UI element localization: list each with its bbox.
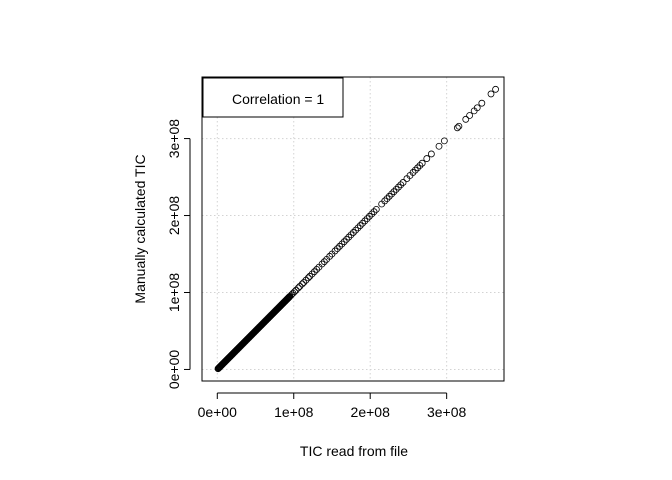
- data-point: [361, 217, 369, 225]
- legend-text: Correlation = 1: [232, 91, 324, 107]
- data-point: [313, 266, 321, 273]
- data-point: [370, 208, 378, 216]
- data-point: [435, 142, 443, 150]
- x-tick-label: 0e+00: [198, 404, 238, 420]
- data-point: [363, 215, 371, 223]
- x-tick-label: 1e+08: [274, 404, 314, 420]
- data-point: [343, 235, 350, 243]
- data-point: [418, 159, 426, 167]
- data-point: [427, 150, 435, 158]
- data-point: [462, 115, 470, 123]
- data-point: [340, 238, 348, 246]
- data-point: [487, 90, 495, 98]
- y-tick-label: 0e+00: [166, 350, 182, 390]
- data-point: [304, 274, 312, 282]
- data-point: [345, 233, 353, 241]
- data-point: [416, 162, 424, 169]
- data-point: [326, 252, 334, 260]
- data-point: [338, 240, 346, 248]
- data-point: [292, 286, 300, 294]
- x-axis: 0e+00 1e+08 2e+08 3e+08: [198, 392, 467, 420]
- data-point: [473, 104, 481, 112]
- data-point: [300, 279, 308, 286]
- data-points: [214, 85, 499, 373]
- y-tick-label: 1e+08: [166, 273, 182, 313]
- legend: Correlation = 1: [202, 77, 344, 118]
- data-point: [492, 85, 499, 93]
- data-point: [453, 124, 461, 132]
- data-point: [423, 155, 431, 162]
- data-point: [310, 268, 318, 276]
- plot-frame: [201, 76, 505, 382]
- data-point: [352, 226, 360, 234]
- data-point: [399, 179, 407, 186]
- data-point: [388, 190, 396, 198]
- data-point: [455, 122, 463, 130]
- data-point: [308, 270, 316, 278]
- data-point: [397, 181, 405, 189]
- data-point: [331, 247, 339, 255]
- data-point: [347, 231, 355, 239]
- data-point: [336, 242, 344, 250]
- data-point: [366, 212, 373, 220]
- data-point: [392, 185, 400, 193]
- data-point: [354, 224, 362, 232]
- y-tick-label: 2e+08: [166, 196, 182, 236]
- data-point: [294, 284, 302, 292]
- legend-box: [202, 77, 344, 118]
- data-point: [414, 164, 422, 172]
- data-point: [356, 222, 364, 229]
- x-axis-label: TIC read from file: [300, 443, 408, 459]
- data-point: [333, 245, 341, 253]
- data-point: [349, 229, 357, 236]
- data-point: [409, 169, 417, 176]
- data-point: [302, 276, 310, 284]
- data-point: [306, 272, 314, 280]
- data-point: [390, 188, 398, 196]
- x-tick-label: 3e+08: [427, 404, 467, 420]
- data-point: [298, 280, 306, 288]
- y-axis-label: Manually calculated TIC: [132, 154, 148, 303]
- data-point: [395, 183, 402, 191]
- grid-lines: [202, 77, 504, 381]
- data-point: [411, 166, 419, 174]
- data-point: [440, 137, 448, 145]
- data-point: [320, 258, 328, 266]
- data-point: [291, 288, 298, 296]
- x-tick-label: 2e+08: [351, 404, 391, 420]
- data-point: [466, 112, 473, 119]
- data-point: [381, 197, 389, 205]
- data-point: [372, 205, 380, 213]
- data-point: [383, 195, 391, 203]
- data-point: [296, 282, 304, 290]
- y-axis: 0e+00 1e+08 2e+08 3e+08: [166, 119, 191, 390]
- data-point: [318, 260, 326, 268]
- data-point: [478, 99, 486, 107]
- data-point: [368, 210, 376, 218]
- data-point: [359, 219, 366, 227]
- y-tick-label: 3e+08: [166, 119, 182, 159]
- data-point: [385, 192, 393, 200]
